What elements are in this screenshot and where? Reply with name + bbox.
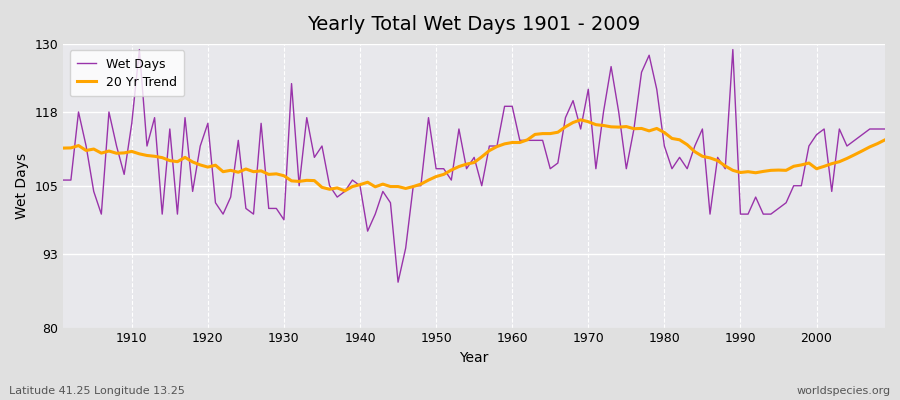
Y-axis label: Wet Days: Wet Days (15, 153, 29, 219)
Line: Wet Days: Wet Days (63, 50, 885, 282)
20 Yr Trend (286, 178, 297, 183)
X-axis label: Year: Year (460, 351, 489, 365)
Wet Days (119, 172, 130, 177)
20 Yr Trend (332, 186, 343, 190)
20 Yr Trend (339, 188, 350, 193)
20 Yr Trend (575, 118, 586, 122)
Line: 20 Yr Trend: 20 Yr Trend (63, 120, 885, 191)
Wet Days (515, 138, 526, 143)
20 Yr Trend (58, 146, 68, 150)
20 Yr Trend (507, 140, 517, 145)
Wet Days (134, 47, 145, 52)
20 Yr Trend (515, 140, 526, 145)
Wet Days (522, 138, 533, 143)
Text: Latitude 41.25 Longitude 13.25: Latitude 41.25 Longitude 13.25 (9, 386, 184, 396)
Wet Days (879, 126, 890, 131)
20 Yr Trend (879, 138, 890, 142)
Wet Days (613, 110, 624, 114)
20 Yr Trend (119, 150, 130, 155)
Wet Days (339, 189, 350, 194)
Text: worldspecies.org: worldspecies.org (796, 386, 891, 396)
Wet Days (293, 183, 304, 188)
Legend: Wet Days, 20 Yr Trend: Wet Days, 20 Yr Trend (69, 50, 184, 96)
20 Yr Trend (613, 125, 624, 130)
Wet Days (58, 178, 68, 182)
Title: Yearly Total Wet Days 1901 - 2009: Yearly Total Wet Days 1901 - 2009 (308, 15, 641, 34)
Wet Days (392, 280, 403, 284)
